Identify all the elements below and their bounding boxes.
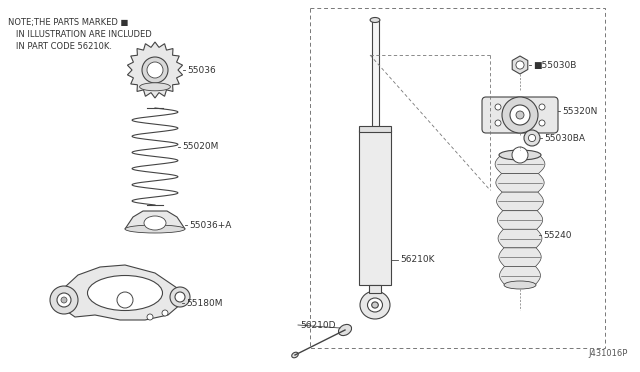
Ellipse shape	[88, 276, 163, 311]
FancyBboxPatch shape	[482, 97, 558, 133]
Ellipse shape	[372, 302, 378, 308]
Ellipse shape	[125, 225, 185, 233]
Circle shape	[529, 134, 536, 142]
Text: 55036+A: 55036+A	[189, 221, 232, 230]
Polygon shape	[125, 211, 185, 229]
Text: ■55030B: ■55030B	[533, 61, 577, 70]
Text: 55030BA: 55030BA	[544, 134, 585, 142]
Ellipse shape	[292, 352, 298, 358]
Circle shape	[147, 314, 153, 320]
Polygon shape	[495, 155, 545, 174]
Ellipse shape	[140, 83, 170, 91]
Bar	[310, 8, 605, 348]
Polygon shape	[496, 174, 544, 192]
Text: 55240: 55240	[543, 231, 572, 240]
Text: J431016P: J431016P	[589, 349, 628, 358]
Polygon shape	[500, 266, 540, 285]
Circle shape	[502, 97, 538, 133]
Circle shape	[50, 286, 78, 314]
Circle shape	[170, 287, 190, 307]
Text: IN ILLUSTRATION ARE INCLUDED: IN ILLUSTRATION ARE INCLUDED	[8, 30, 152, 39]
Circle shape	[61, 297, 67, 303]
Circle shape	[510, 105, 530, 125]
Polygon shape	[497, 192, 543, 211]
Polygon shape	[497, 211, 543, 229]
Text: 55020M: 55020M	[182, 142, 218, 151]
Ellipse shape	[499, 150, 541, 160]
Circle shape	[162, 310, 168, 316]
Text: 55180M: 55180M	[186, 298, 223, 308]
Text: 56210D: 56210D	[300, 321, 335, 330]
Text: NOTE;THE PARTS MARKED ■: NOTE;THE PARTS MARKED ■	[8, 18, 129, 27]
Circle shape	[512, 147, 528, 163]
Text: IN PART CODE 56210K.: IN PART CODE 56210K.	[8, 42, 112, 51]
Ellipse shape	[367, 298, 383, 312]
Circle shape	[524, 130, 540, 146]
Circle shape	[539, 120, 545, 126]
Polygon shape	[498, 229, 542, 248]
Circle shape	[57, 293, 71, 307]
Ellipse shape	[144, 216, 166, 230]
Polygon shape	[127, 42, 182, 98]
Polygon shape	[512, 56, 528, 74]
Circle shape	[516, 61, 524, 69]
Polygon shape	[60, 265, 182, 320]
Circle shape	[117, 292, 133, 308]
Ellipse shape	[339, 324, 351, 336]
Ellipse shape	[370, 17, 380, 22]
Bar	[359, 126, 391, 132]
Bar	[359, 130, 391, 285]
Circle shape	[175, 292, 185, 302]
Circle shape	[516, 111, 524, 119]
Ellipse shape	[504, 281, 536, 289]
Ellipse shape	[360, 291, 390, 319]
Text: 55036: 55036	[187, 65, 216, 74]
Text: 55320N: 55320N	[562, 106, 597, 115]
Circle shape	[539, 104, 545, 110]
Circle shape	[495, 104, 501, 110]
Bar	[369, 285, 381, 293]
Text: 56210K: 56210K	[400, 256, 435, 264]
Circle shape	[142, 57, 168, 83]
Polygon shape	[499, 248, 541, 266]
Bar	[371, 20, 378, 130]
Circle shape	[495, 120, 501, 126]
Circle shape	[147, 62, 163, 78]
